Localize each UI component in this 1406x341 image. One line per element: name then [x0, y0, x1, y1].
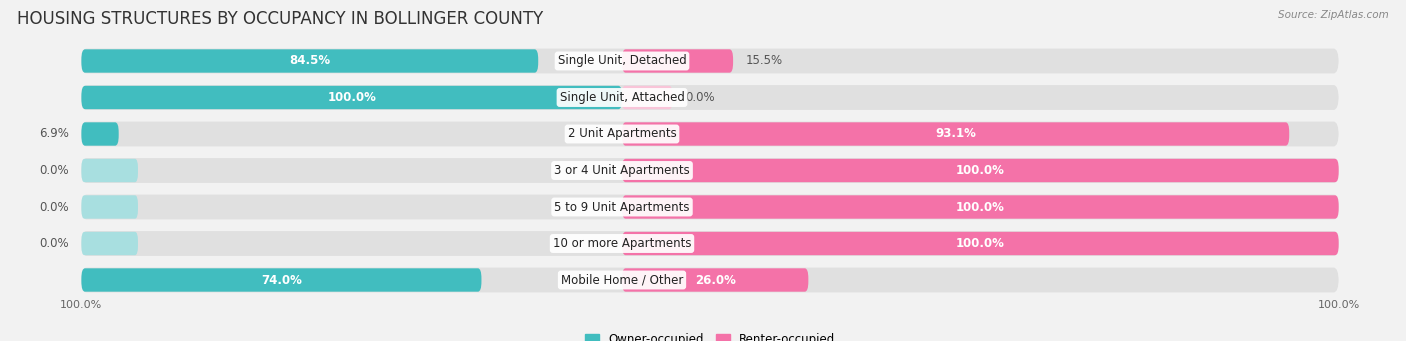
FancyBboxPatch shape [621, 268, 808, 292]
FancyBboxPatch shape [82, 268, 1339, 293]
Text: 10 or more Apartments: 10 or more Apartments [553, 237, 692, 250]
FancyBboxPatch shape [82, 195, 1339, 219]
Text: 0.0%: 0.0% [685, 91, 714, 104]
FancyBboxPatch shape [82, 122, 1339, 146]
Text: 100.0%: 100.0% [956, 201, 1005, 213]
Text: 100.0%: 100.0% [1317, 300, 1360, 310]
FancyBboxPatch shape [82, 122, 118, 146]
Text: 84.5%: 84.5% [290, 55, 330, 68]
FancyBboxPatch shape [621, 49, 733, 73]
Text: 0.0%: 0.0% [39, 237, 69, 250]
Text: 15.5%: 15.5% [745, 55, 783, 68]
FancyBboxPatch shape [82, 268, 481, 292]
Legend: Owner-occupied, Renter-occupied: Owner-occupied, Renter-occupied [579, 329, 841, 341]
Text: 0.0%: 0.0% [39, 164, 69, 177]
Text: 74.0%: 74.0% [262, 273, 302, 286]
FancyBboxPatch shape [82, 159, 138, 182]
FancyBboxPatch shape [82, 85, 1339, 110]
Text: 100.0%: 100.0% [60, 300, 103, 310]
Text: 100.0%: 100.0% [956, 164, 1005, 177]
Text: 6.9%: 6.9% [39, 128, 69, 140]
Text: 93.1%: 93.1% [935, 128, 976, 140]
Text: 5 to 9 Unit Apartments: 5 to 9 Unit Apartments [554, 201, 690, 213]
FancyBboxPatch shape [82, 49, 538, 73]
FancyBboxPatch shape [82, 86, 621, 109]
Text: Single Unit, Attached: Single Unit, Attached [560, 91, 685, 104]
FancyBboxPatch shape [82, 48, 1339, 73]
FancyBboxPatch shape [621, 195, 1339, 219]
FancyBboxPatch shape [621, 159, 1339, 182]
FancyBboxPatch shape [621, 86, 672, 109]
Text: Source: ZipAtlas.com: Source: ZipAtlas.com [1278, 10, 1389, 20]
FancyBboxPatch shape [82, 158, 1339, 183]
Text: 100.0%: 100.0% [956, 237, 1005, 250]
FancyBboxPatch shape [82, 232, 138, 255]
FancyBboxPatch shape [82, 231, 1339, 256]
FancyBboxPatch shape [621, 122, 1289, 146]
Text: Single Unit, Detached: Single Unit, Detached [558, 55, 686, 68]
Text: Mobile Home / Other: Mobile Home / Other [561, 273, 683, 286]
Text: 3 or 4 Unit Apartments: 3 or 4 Unit Apartments [554, 164, 690, 177]
Text: 2 Unit Apartments: 2 Unit Apartments [568, 128, 676, 140]
FancyBboxPatch shape [82, 195, 138, 219]
Text: 100.0%: 100.0% [328, 91, 377, 104]
Text: 0.0%: 0.0% [39, 201, 69, 213]
Text: 26.0%: 26.0% [695, 273, 735, 286]
Text: HOUSING STRUCTURES BY OCCUPANCY IN BOLLINGER COUNTY: HOUSING STRUCTURES BY OCCUPANCY IN BOLLI… [17, 10, 543, 28]
FancyBboxPatch shape [621, 232, 1339, 255]
